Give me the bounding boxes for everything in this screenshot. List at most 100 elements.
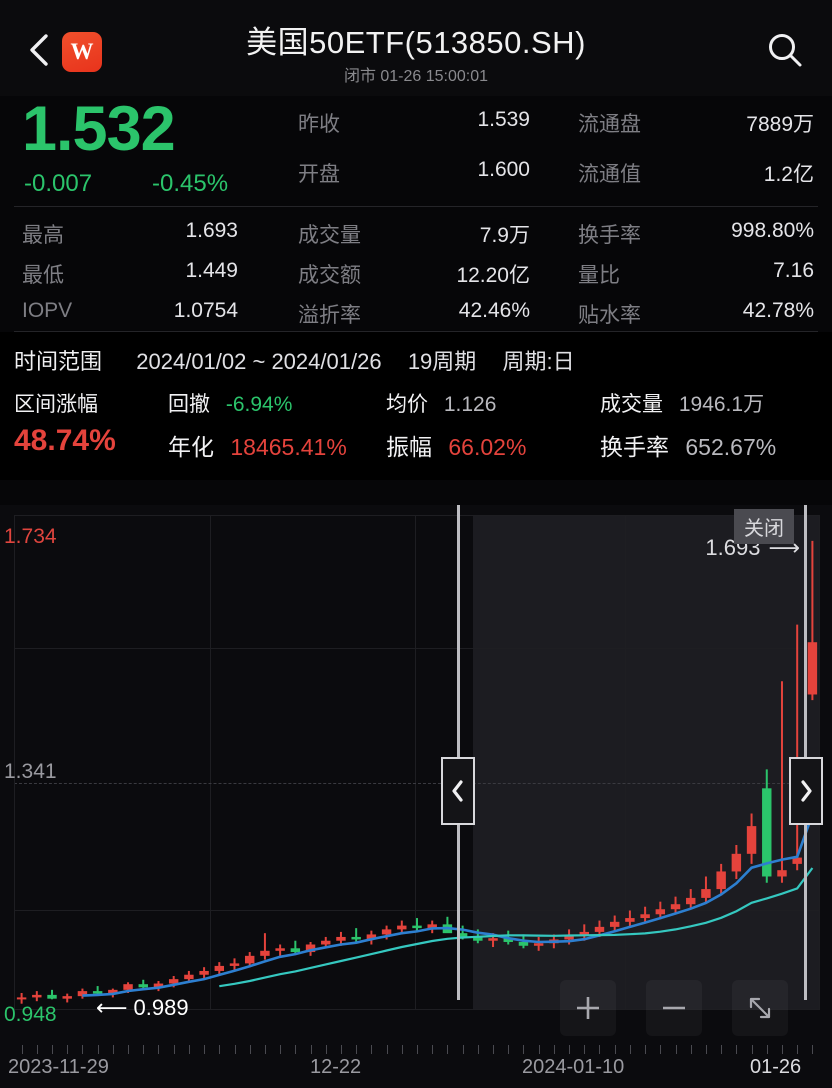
range-end-handle[interactable] <box>789 757 823 825</box>
x-axis-tick <box>356 1045 358 1054</box>
amplitude-value: 66.02% <box>448 434 527 460</box>
chart-plot-area <box>14 515 820 1010</box>
search-button[interactable] <box>762 27 808 73</box>
stat-label-iopv: IOPV <box>22 299 73 322</box>
market-status: 闭市 01-26 15:00:01 <box>343 68 489 85</box>
x-axis-tick <box>523 1045 525 1054</box>
quote-value-float-shares: 7889万 <box>746 113 814 136</box>
x-axis-tick <box>158 1045 160 1054</box>
x-axis-tick <box>660 1045 662 1054</box>
x-axis-tick <box>553 1045 555 1054</box>
stat-value-premium: 42.46% <box>458 299 530 322</box>
y-axis-label-mid: 1.341 <box>4 760 57 783</box>
avg-price-value: 1.126 <box>443 393 497 416</box>
search-icon <box>769 34 802 67</box>
x-axis-tick <box>371 1045 373 1054</box>
x-axis-tick <box>67 1045 69 1054</box>
x-axis-tick <box>219 1045 221 1054</box>
x-axis-tick <box>812 1045 814 1054</box>
close-button[interactable]: 关闭 <box>734 509 794 544</box>
gridline-vertical <box>210 515 211 1010</box>
period-low-marker: ⟵ 0.989 <box>96 995 189 1021</box>
x-axis-tick <box>721 1045 723 1054</box>
x-axis-tick <box>234 1045 236 1054</box>
range-turnover-value: 652.67% <box>685 434 777 460</box>
chevron-left-icon <box>452 780 463 802</box>
brand-logo-letter: W <box>70 39 94 64</box>
interval-gain-label: 区间涨幅 <box>14 393 98 416</box>
x-axis-tick <box>781 1045 783 1054</box>
x-axis-tick <box>508 1045 510 1054</box>
stat-label-volume: 成交量 <box>298 224 361 247</box>
x-axis-tick <box>264 1045 266 1054</box>
quote-value-open: 1.600 <box>477 158 530 181</box>
interval-gain-value: 48.74% <box>14 424 116 457</box>
annualized-label: 年化 <box>168 434 214 460</box>
x-axis-tick <box>173 1045 175 1054</box>
gridline-vertical <box>625 515 626 1010</box>
time-range-value: 2024/01/02 ~ 2024/01/26 <box>136 349 382 374</box>
candlestick-canvas <box>16 540 818 1004</box>
gridline-horizontal-mid <box>14 783 820 784</box>
stat-label-amount: 成交额 <box>298 264 361 287</box>
x-axis-tick <box>705 1045 707 1054</box>
quote-block: 1.532 -0.007 -0.45% 昨收 1.539 流通盘 7889万 开… <box>0 96 832 206</box>
price-change-percent: -0.45% <box>152 170 229 197</box>
stat-value-turnover-rate: 998.80% <box>731 219 814 242</box>
arrow-left-icon: ⟵ <box>96 995 128 1020</box>
stat-label-low: 最低 <box>22 264 64 287</box>
stats-grid: 最高 1.693 成交量 7.9万 换手率 998.80% 最低 1.449 成… <box>0 207 832 331</box>
chevron-left-icon <box>30 34 48 66</box>
x-axis-tick <box>82 1045 84 1054</box>
time-range-row: 时间范围 2024/01/02 ~ 2024/01/26 19周期 周期:日 <box>14 344 575 376</box>
x-axis-tick <box>493 1045 495 1054</box>
x-axis-tick <box>569 1045 571 1054</box>
stat-value-low: 1.449 <box>185 259 238 282</box>
back-button[interactable] <box>22 30 56 70</box>
stat-value-volume: 7.9万 <box>479 224 530 247</box>
annualized-value: 18465.41% <box>230 434 347 460</box>
stat-value-amount: 12.20亿 <box>456 264 530 287</box>
x-axis-tick <box>143 1045 145 1054</box>
y-axis-label-top: 1.734 <box>4 525 57 548</box>
x-axis-tick <box>128 1045 130 1054</box>
quote-value-float-value: 1.2亿 <box>763 163 814 186</box>
x-axis-tick <box>386 1045 388 1054</box>
expand-button[interactable] <box>732 980 788 1036</box>
x-axis-tick <box>675 1045 677 1054</box>
quote-label-float-shares: 流通盘 <box>578 113 641 136</box>
x-axis-label: 01-26 <box>750 1056 802 1078</box>
divider-quote <box>14 206 818 207</box>
x-axis-tick <box>477 1045 479 1054</box>
x-axis-tick <box>188 1045 190 1054</box>
minus-icon <box>663 1006 685 1010</box>
gridline-horizontal <box>14 910 820 911</box>
brand-logo[interactable]: W <box>62 32 102 72</box>
stat-label-premium: 溢折率 <box>298 304 361 327</box>
drawdown-value: -6.94% <box>225 393 293 416</box>
x-axis-tick <box>447 1045 449 1054</box>
stat-value-iopv: 1.0754 <box>173 299 238 322</box>
x-axis-tick <box>36 1045 38 1054</box>
stat-value-volume-ratio: 7.16 <box>773 259 814 282</box>
stat-label-discount: 贴水率 <box>578 304 641 327</box>
x-axis-tick <box>629 1045 631 1054</box>
x-axis-tick <box>614 1045 616 1054</box>
x-axis-tick <box>417 1045 418 1054</box>
range-start-handle[interactable] <box>441 757 475 825</box>
price-chart[interactable]: 1.734 1.341 0.948 1.693 ⟶ ⟵ 0.989 关闭 <box>0 505 832 1045</box>
stat-label-volume-ratio: 量比 <box>578 264 620 287</box>
x-axis-tick <box>280 1045 282 1054</box>
zoom-out-button[interactable] <box>646 980 702 1036</box>
zoom-in-button[interactable] <box>560 980 616 1036</box>
last-price: 1.532 <box>22 94 176 164</box>
range-start-line <box>457 505 460 1000</box>
price-change: -0.007 <box>24 170 93 197</box>
gridline-horizontal <box>14 648 820 649</box>
x-axis-tick <box>21 1045 23 1054</box>
quote-value-prev-close: 1.539 <box>477 108 530 131</box>
period-type: 周期:日 <box>502 349 575 374</box>
range-volume-value: 1946.1万 <box>678 393 765 416</box>
time-range-label: 时间范围 <box>14 349 103 374</box>
gridline-vertical <box>415 515 416 1010</box>
